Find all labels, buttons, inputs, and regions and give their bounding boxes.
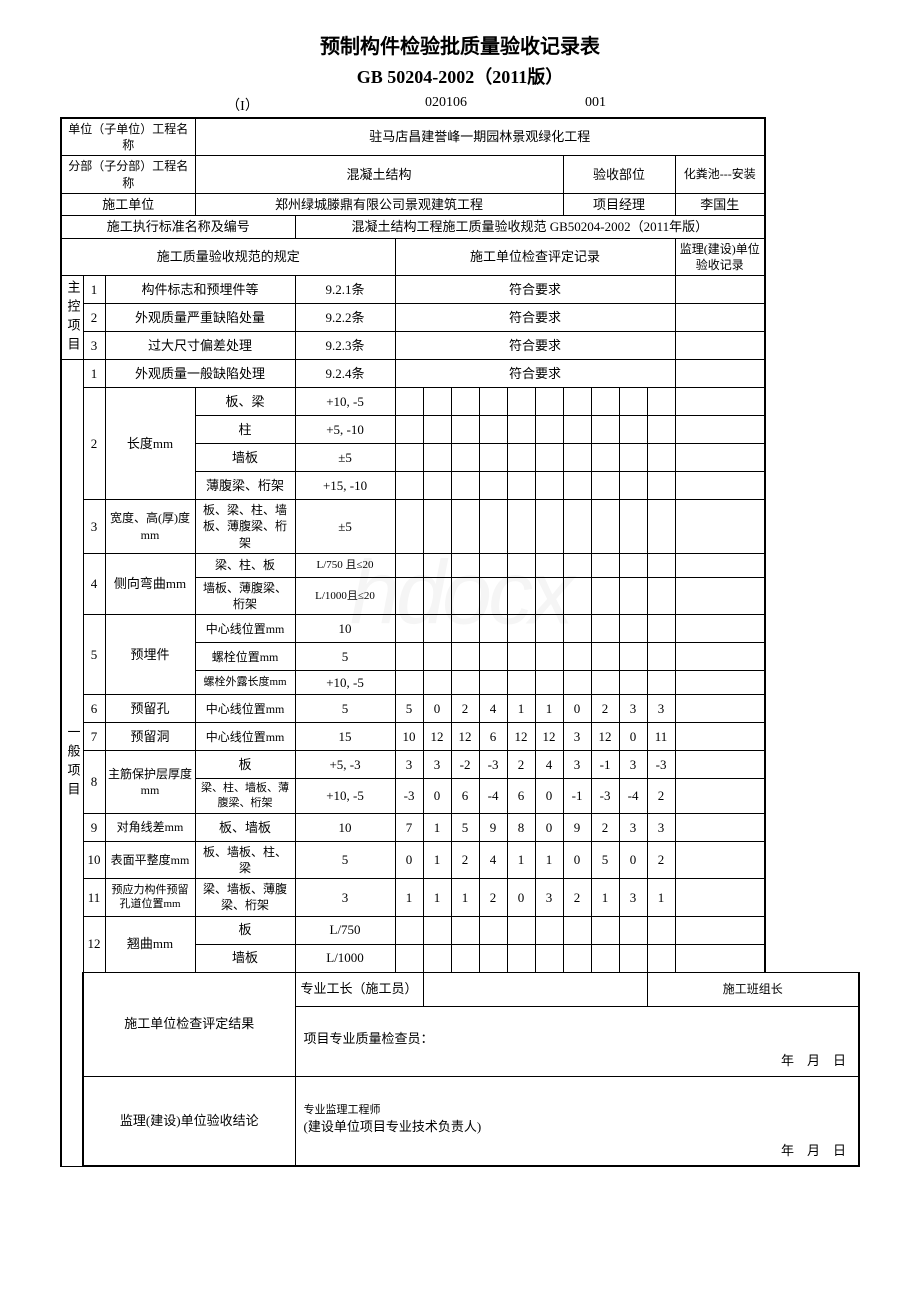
col-check: 施工单位检查评定记录: [395, 238, 675, 275]
code2: 001: [585, 95, 655, 115]
contractor-val: 郑州绿城滕鼎有限公司景观建筑工程: [195, 193, 563, 216]
m-n: 3: [83, 332, 105, 360]
inspector-label: 项目专业质量检查员：: [304, 1031, 434, 1046]
mark-label: （I）: [60, 95, 425, 115]
m-item: 构件标志和预埋件等: [105, 276, 295, 304]
con-result-label: 施工单位检查评定结果: [83, 972, 295, 1076]
group-general: 一般项目: [64, 725, 82, 801]
group-master: 主控项目: [64, 280, 82, 356]
m-result: 符合要求: [395, 332, 675, 360]
m-clause: 9.2.3条: [295, 332, 395, 360]
m-result: 符合要求: [395, 276, 675, 304]
unit-val: 驻马店昌建誉峰一期园林景观绿化工程: [195, 118, 765, 156]
pm-val: 李国生: [675, 193, 765, 216]
unit-label: 单位（子单位）工程名称: [61, 118, 195, 156]
accept-part-val: 化粪池---安装: [675, 156, 765, 193]
main-table: 单位（子单位）工程名称 驻马店昌建誉峰一期园林景观绿化工程 分部（子分部）工程名…: [60, 117, 860, 1167]
m-n: 1: [83, 276, 105, 304]
foreman-label: 专业工长（施工员）: [295, 972, 423, 1006]
contractor-label: 施工单位: [61, 193, 195, 216]
tech-label: (建设单位项目专业技术负责人): [304, 1119, 482, 1134]
m-clause: 9.2.2条: [295, 304, 395, 332]
doc-subtitle: GB 50204-2002（2011版）: [60, 63, 860, 89]
supv-result-label: 监理(建设)单位验收结论: [83, 1076, 295, 1166]
code1: 020106: [425, 95, 585, 115]
m-result: 符合要求: [395, 304, 675, 332]
date: 年 月 日: [781, 1142, 846, 1160]
m-item: 过大尺寸偏差处理: [105, 332, 295, 360]
team-label: 施工班组长: [647, 972, 859, 1006]
col-supv: 监理(建设)单位验收记录: [675, 238, 765, 275]
pm-label: 项目经理: [563, 193, 675, 216]
m-n: 2: [83, 304, 105, 332]
m-clause: 9.2.1条: [295, 276, 395, 304]
std-val: 混凝土结构工程施工质量验收规范 GB50204-2002（2011年版）: [295, 216, 765, 239]
col-spec: 施工质量验收规范的规定: [61, 238, 395, 275]
accept-part-label: 验收部位: [563, 156, 675, 193]
date: 年 月 日: [781, 1052, 846, 1070]
std-label: 施工执行标准名称及编号: [61, 216, 295, 239]
eng-label: 专业监理工程师: [304, 1104, 381, 1116]
doc-title: 预制构件检验批质量验收记录表: [60, 30, 860, 59]
division-label: 分部（子分部）工程名称: [61, 156, 195, 193]
m-item: 外观质量严重缺陷处量: [105, 304, 295, 332]
division-val: 混凝土结构: [195, 156, 563, 193]
